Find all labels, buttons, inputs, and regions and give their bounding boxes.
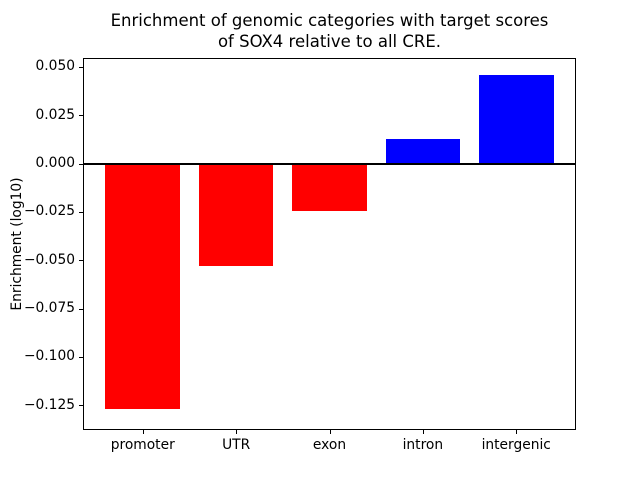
y-tick-0.000	[79, 163, 83, 165]
x-tick-intergenic	[516, 430, 518, 434]
chart-title-line-2: of SOX4 relative to all CRE.	[217, 31, 442, 51]
y-tick-label-−0.075: −0.075	[23, 300, 75, 317]
y-tick-label-0.000: 0.000	[35, 155, 76, 172]
chart-title: Enrichment of genomic categories with ta…	[83, 11, 576, 52]
y-axis-label: Enrichment (log10)	[9, 177, 25, 311]
x-tick-label-UTR: UTR	[222, 437, 251, 453]
y-tick-−0.100	[79, 356, 83, 358]
x-tick-label-intergenic: intergenic	[481, 437, 551, 453]
y-tick-0.025	[79, 115, 83, 117]
x-tick-UTR	[236, 430, 238, 434]
x-tick-intron	[422, 430, 424, 434]
x-tick-label-promoter: promoter	[110, 437, 175, 453]
y-tick-label-−0.025: −0.025	[23, 203, 75, 220]
bar-intergenic	[478, 74, 554, 164]
x-tick-promoter	[142, 430, 144, 434]
y-tick-label-−0.050: −0.050	[23, 251, 75, 268]
bar-promoter	[105, 163, 181, 410]
y-tick-−0.125	[79, 405, 83, 407]
chart-title-line-1: Enrichment of genomic categories with ta…	[110, 11, 549, 30]
y-tick-0.050	[79, 66, 83, 68]
y-tick-−0.050	[79, 260, 83, 262]
y-tick-label-−0.125: −0.125	[23, 396, 75, 413]
y-tick-−0.075	[79, 308, 83, 310]
x-tick-label-exon: exon	[312, 437, 347, 453]
x-tick-exon	[329, 430, 331, 434]
y-tick-label-0.025: 0.025	[35, 106, 76, 123]
bar-exon	[292, 163, 367, 211]
y-tick-label-0.050: 0.050	[35, 58, 76, 75]
bar-UTR	[198, 163, 274, 267]
y-tick-−0.025	[79, 211, 83, 213]
bar-intron	[385, 139, 461, 164]
x-tick-label-intron: intron	[402, 437, 444, 453]
zero-line	[83, 162, 576, 165]
y-tick-label-−0.100: −0.100	[23, 348, 75, 365]
